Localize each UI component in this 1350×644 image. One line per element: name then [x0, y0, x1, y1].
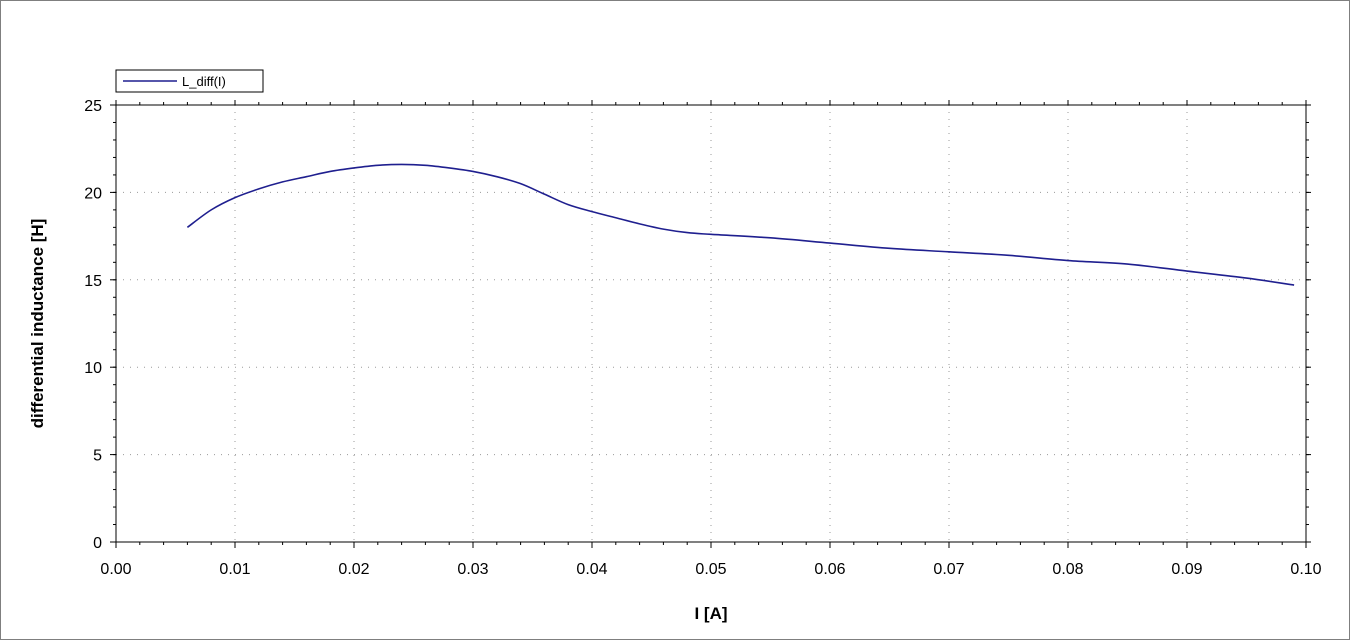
- y-tick-label: 10: [84, 360, 102, 377]
- x-axis-title: I [A]: [694, 604, 727, 623]
- y-axis-title: differential inductance [H]: [28, 219, 47, 429]
- x-tick-label: 0.02: [338, 561, 369, 578]
- x-tick-label: 0.08: [1052, 561, 1083, 578]
- x-tick-label: 0.04: [576, 561, 607, 578]
- series-layer: [186, 163, 1295, 286]
- y-tick-label: 0: [93, 535, 102, 552]
- x-tick-label: 0.00: [100, 561, 131, 578]
- axis-ticks: [110, 100, 1311, 548]
- x-tick-label: 0.03: [457, 561, 488, 578]
- x-tick-label: 0.06: [814, 561, 845, 578]
- series-line-l-diff: [186, 163, 1295, 286]
- tick-labels: 0.00 0.01 0.02 0.03 0.04 0.05 0.06 0.07 0.08 0.09…: [84, 98, 1321, 578]
- grid: [116, 105, 1306, 542]
- x-tick-label: 0.10: [1290, 561, 1321, 578]
- legend-label: L_diff(I): [182, 74, 226, 89]
- y-tick-label: 5: [93, 448, 102, 465]
- x-tick-label: 0.05: [695, 561, 726, 578]
- y-tick-label: 20: [84, 185, 102, 202]
- x-tick-label: 0.07: [933, 561, 964, 578]
- legend: L_diff(I): [115, 69, 264, 93]
- x-tick-label: 0.01: [219, 561, 250, 578]
- legend-box: [115, 69, 264, 93]
- y-tick-label: 25: [84, 98, 102, 115]
- x-tick-label: 0.09: [1171, 561, 1202, 578]
- y-tick-label: 15: [84, 273, 102, 290]
